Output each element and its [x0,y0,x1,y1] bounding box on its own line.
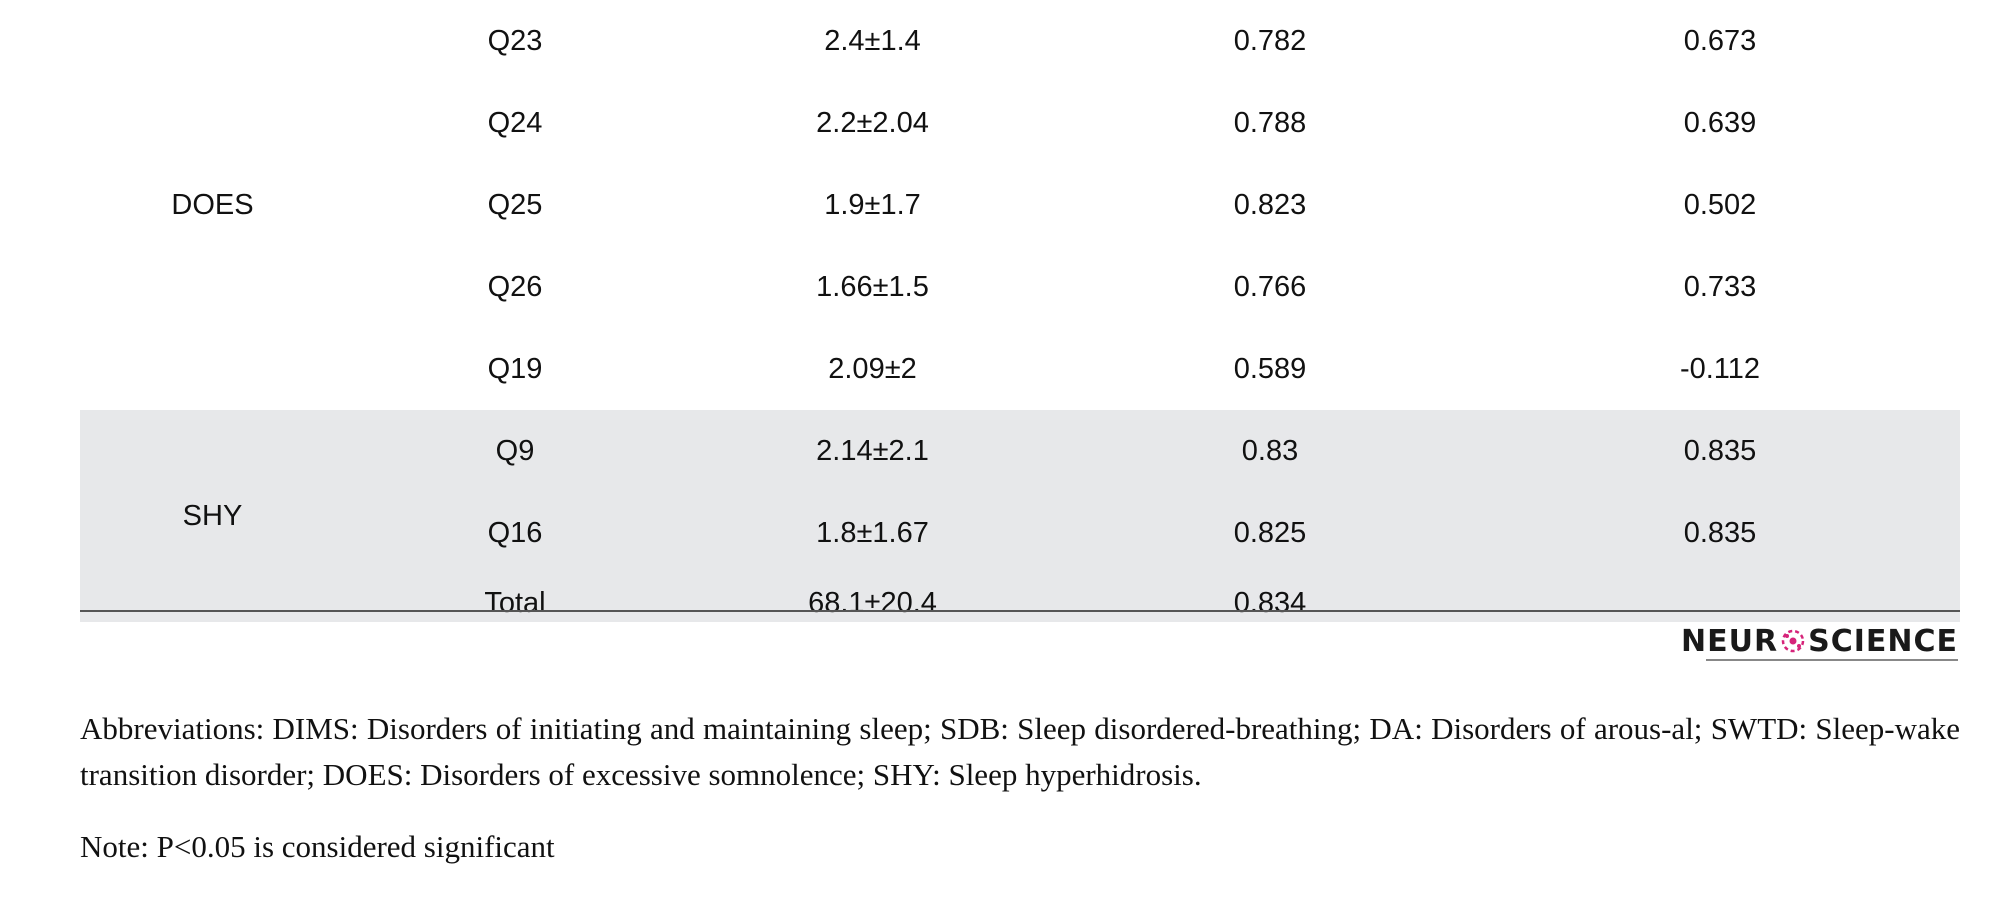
item-cell: Q25 [487,188,543,221]
item-cell: Q26 [487,270,543,303]
brain-network-icon [1781,629,1805,653]
item-cell: Q23 [487,24,543,57]
logo-text-right: SCIENCE [1808,623,1958,659]
table-row: Q26 1.66±1.5 0.766 0.733 [80,246,1960,328]
total-empty [1480,574,1960,622]
item-cell: Q19 [487,352,543,385]
mean-sd-cell: 1.66±1.5 [816,270,929,303]
mean-sd-cell: 1.9±1.7 [824,188,921,221]
significance-note: Note: P<0.05 is considered significant [80,829,555,864]
neuroscience-logo: NEUR SCIENCE [1681,621,1958,661]
data-table: DOES Q23 2.4±1.4 0.782 0.673 Q24 2.2±2.0… [80,0,1960,622]
table-row: Q16 1.8±1.67 0.825 0.835 [80,492,1960,574]
mean-sd-cell: 2.2±2.04 [816,106,929,139]
total-value: 0.834 [1060,574,1480,622]
value-cell: 0.502 [1683,188,1757,221]
item-cell: Q9 [345,410,685,492]
value-cell: 0.673 [1683,24,1757,57]
value-cell: -0.112 [1679,352,1761,385]
value-cell: 0.782 [1233,24,1307,57]
table-row: DOES Q23 2.4±1.4 0.782 0.673 [80,0,1960,221]
item-cell: Q24 [487,106,543,139]
logo-underline [1706,659,1958,661]
abbreviations-footnote: Abbreviations: DIMS: Disorders of initia… [80,711,1960,792]
value-cell: 0.639 [1683,106,1757,139]
value-cell: 0.835 [1480,410,1960,492]
logo-text-left: NEUR [1681,623,1779,659]
value-cell: 0.788 [1233,106,1307,139]
mean-sd-cell: 2.4±1.4 [824,24,921,57]
total-row: Total 68.1±20.4 0.834 [80,574,1960,622]
group-label-does: DOES [171,188,254,221]
item-cell: Q16 [345,492,685,574]
table-row: SHY Q9 2.14±2.1 0.83 0.835 [80,410,1960,622]
value-cell: 0.835 [1480,492,1960,574]
value-cell: 0.825 [1060,492,1480,574]
mean-sd-cell: 1.8±1.67 [685,492,1060,574]
table-row: Q24 2.2±2.04 0.788 0.639 [80,82,1960,164]
value-cell: 0.823 [1233,188,1307,221]
value-cell: 0.83 [1060,410,1480,492]
total-mean-sd: 68.1±20.4 [685,574,1060,622]
table-row: Q25 1.9±1.7 0.823 0.502 [80,164,1960,246]
group-label-shy: SHY [80,410,345,622]
mean-sd-cell: 2.09±2 [828,352,917,385]
table-bottom-rule [80,610,1960,612]
total-label: Total [345,574,685,622]
data-table-container: DOES Q23 2.4±1.4 0.782 0.673 Q24 2.2±2.0… [80,0,1960,622]
mean-sd-cell: 2.14±2.1 [685,410,1060,492]
value-cell: 0.766 [1233,270,1307,303]
table-row: Q19 2.09±2 0.589 -0.112 [80,328,1960,410]
value-cell: 0.733 [1683,270,1757,303]
value-cell: 0.589 [1233,352,1307,385]
